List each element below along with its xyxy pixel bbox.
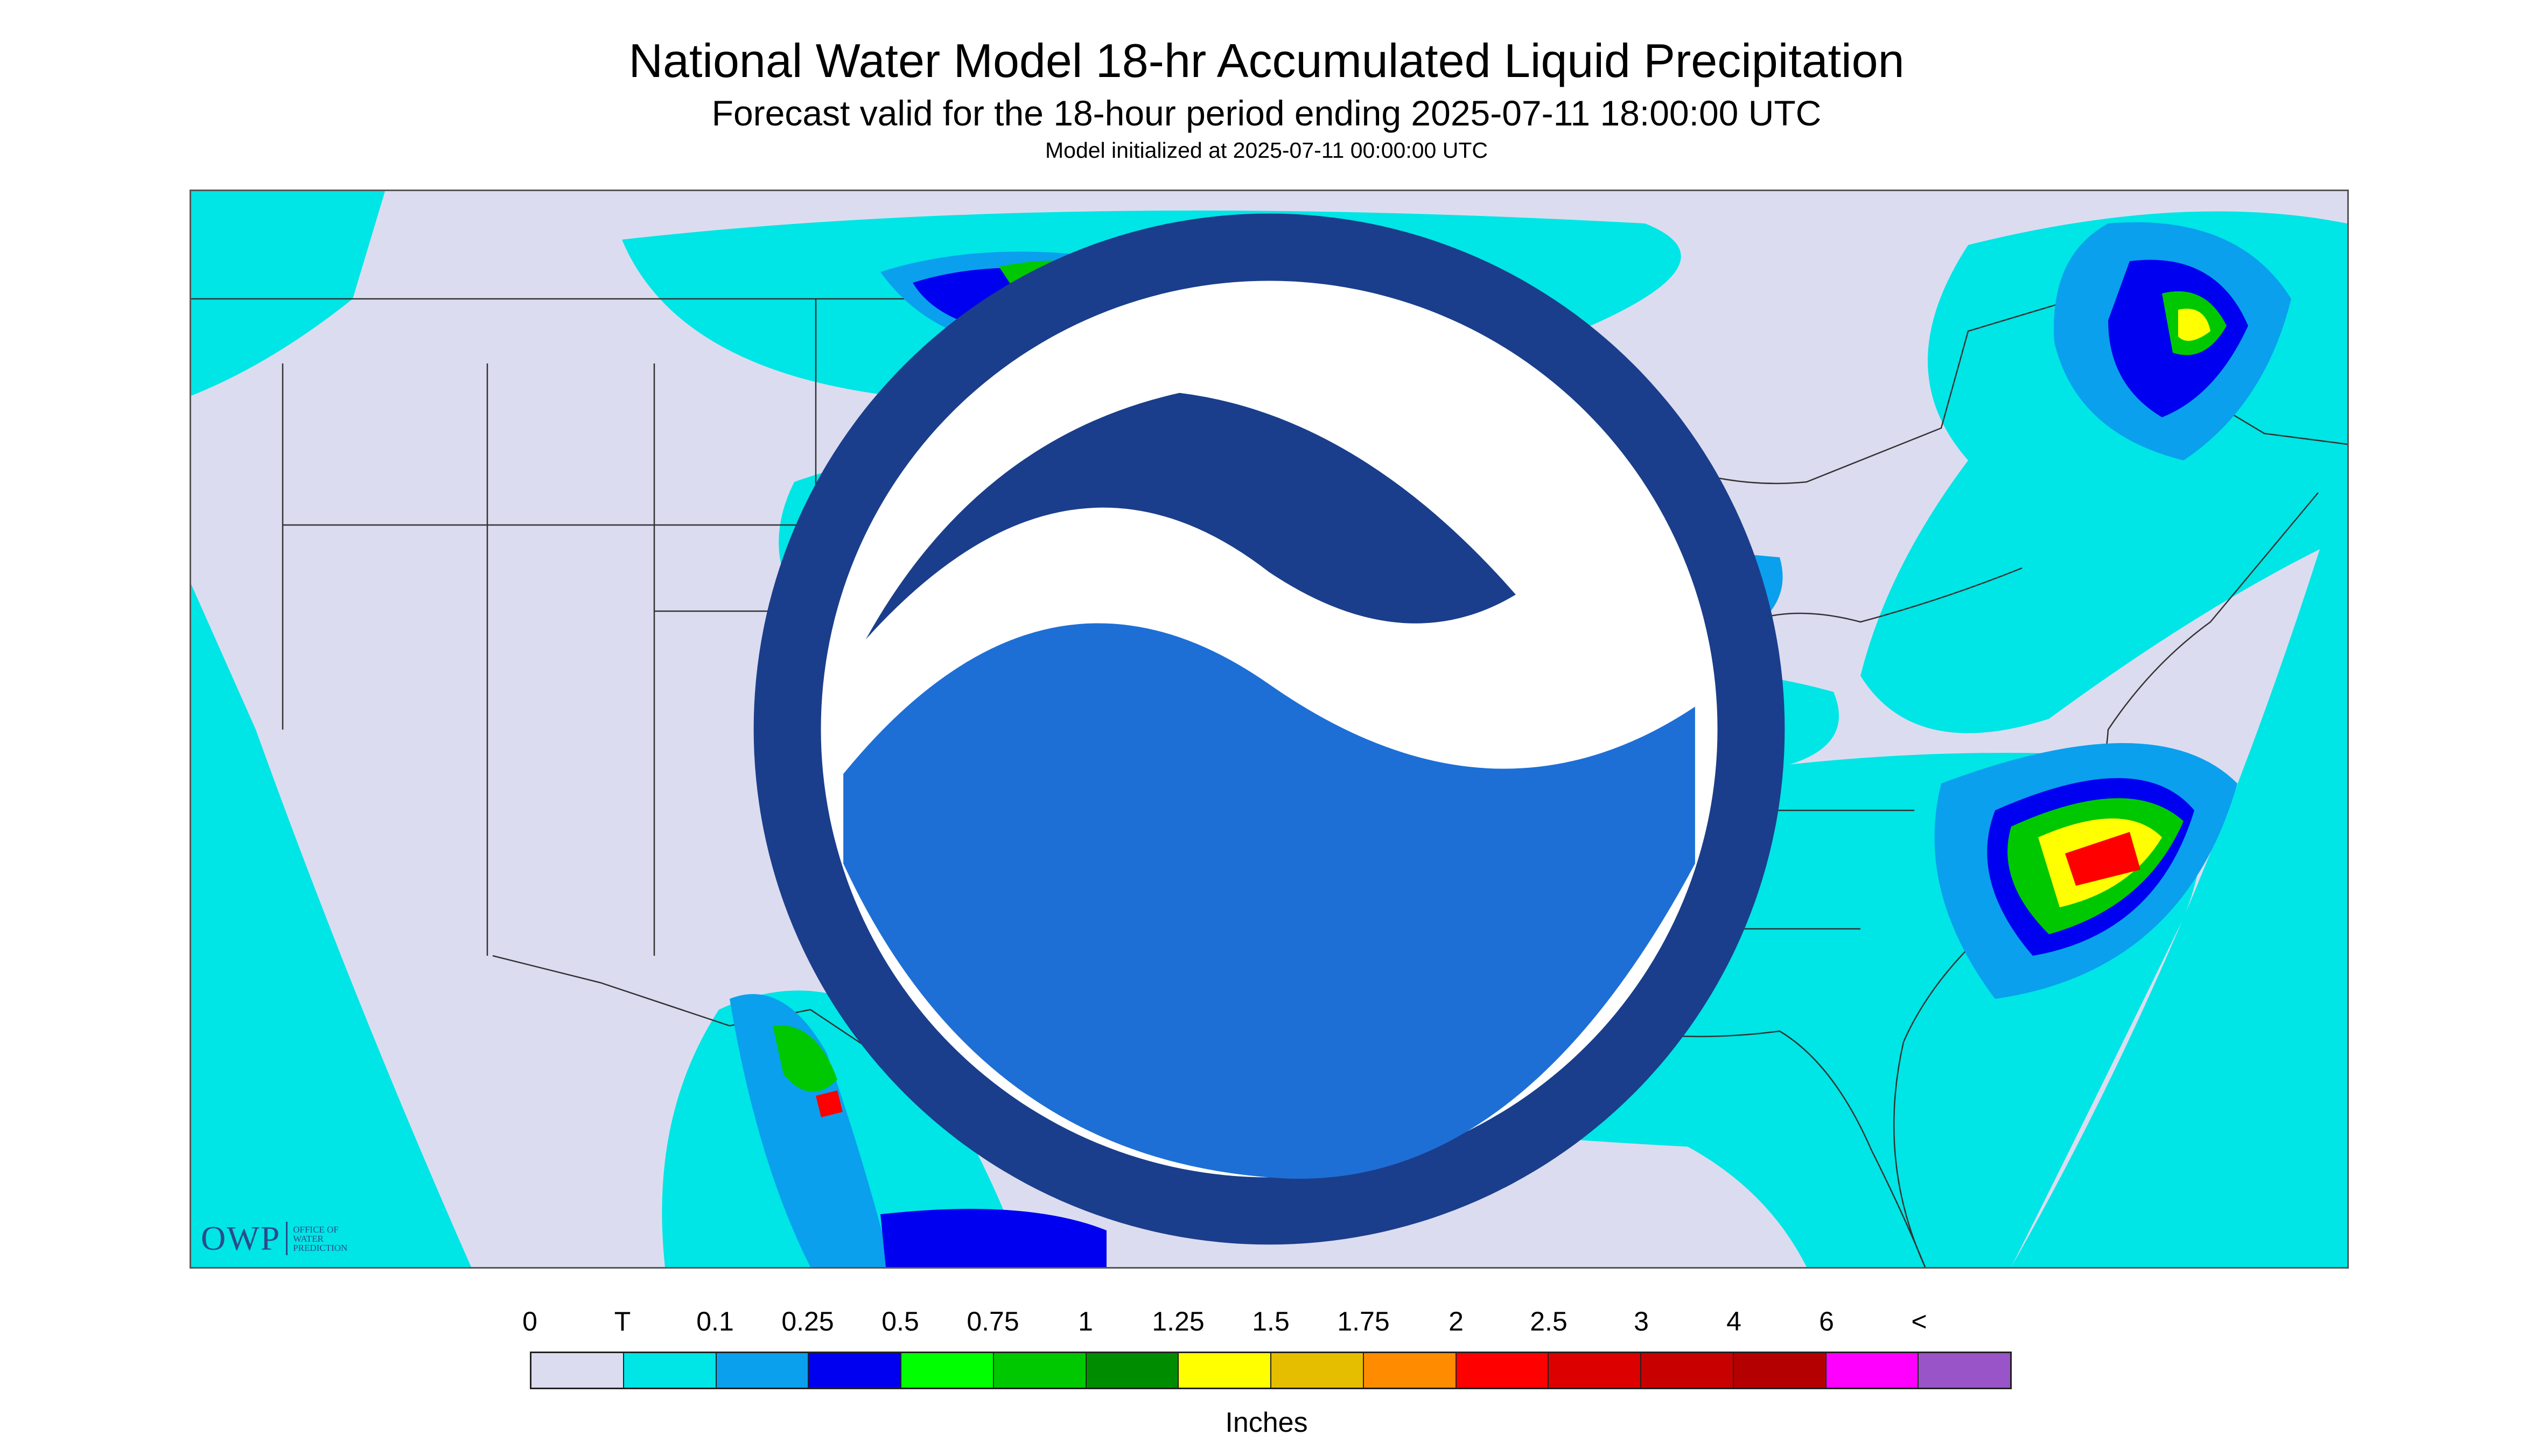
legend-tick-label: 0.5 bbox=[881, 1306, 919, 1336]
legend-tick-label: 0.75 bbox=[967, 1306, 1019, 1336]
legend-swatch bbox=[1919, 1353, 2010, 1388]
legend-tick-label: 0 bbox=[522, 1306, 537, 1336]
legend-tick-label: 6 bbox=[1819, 1306, 1834, 1336]
precipitation-map: OWP OFFICE OF WATER PREDICTION bbox=[190, 190, 2349, 1269]
legend-swatch bbox=[1641, 1353, 1734, 1388]
legend-swatch bbox=[1179, 1353, 1271, 1388]
legend-tick-label: 0.25 bbox=[781, 1306, 834, 1336]
legend-swatch bbox=[1733, 1353, 1827, 1388]
offgrid-area bbox=[191, 191, 2347, 1267]
legend-swatch bbox=[531, 1353, 624, 1388]
legend-swatch bbox=[993, 1353, 1087, 1388]
model-init-line: Model initialized at 2025-07-11 00:00:00… bbox=[1045, 138, 1488, 163]
legend-swatch bbox=[1271, 1353, 1364, 1388]
legend-swatch bbox=[809, 1353, 901, 1388]
legend-tick-label: T bbox=[614, 1306, 631, 1336]
legend-tick-label: < bbox=[1911, 1306, 1927, 1336]
owp-logo-divider bbox=[286, 1222, 288, 1255]
owp-logo: OWP OFFICE OF WATER PREDICTION bbox=[201, 1219, 348, 1257]
offgrid-left bbox=[191, 584, 471, 1267]
legend-units-label: Inches bbox=[1225, 1407, 1308, 1438]
legend-swatch bbox=[624, 1353, 717, 1388]
legend-tick-label: 0.1 bbox=[696, 1306, 734, 1336]
offgrid-right bbox=[2011, 460, 2347, 1267]
map-subtitle: Forecast valid for the 18-hour period en… bbox=[711, 93, 1822, 133]
legend-tick-label: 1.25 bbox=[1152, 1306, 1205, 1336]
legend-tick-label: 1.5 bbox=[1252, 1306, 1290, 1336]
owp-logo-mark: OWP bbox=[201, 1219, 281, 1257]
legend-tick-label: 3 bbox=[1634, 1306, 1649, 1336]
legend-swatch bbox=[1549, 1353, 1641, 1388]
legend-swatch bbox=[1826, 1353, 1919, 1388]
legend-tick-label: 1 bbox=[1078, 1306, 1093, 1336]
legend-tick-label: 4 bbox=[1726, 1306, 1741, 1336]
legend-swatch bbox=[1456, 1353, 1549, 1388]
legend-swatch bbox=[716, 1353, 809, 1388]
legend-tick-label: 2 bbox=[1449, 1306, 1464, 1336]
legend-swatch bbox=[901, 1353, 994, 1388]
noaa-logo bbox=[753, 213, 1785, 1245]
precip-legend-colorbar bbox=[530, 1352, 2012, 1389]
state-line-west bbox=[282, 363, 655, 956]
legend-tick-label: 2.5 bbox=[1530, 1306, 1568, 1336]
legend-tick-label: 1.75 bbox=[1337, 1306, 1390, 1336]
owp-logo-text: OFFICE OF WATER PREDICTION bbox=[293, 1224, 348, 1253]
map-title: National Water Model 18-hr Accumulated L… bbox=[628, 34, 1905, 87]
legend-swatch bbox=[1086, 1353, 1179, 1388]
legend-swatch bbox=[1363, 1353, 1457, 1388]
offgrid-top-left bbox=[191, 191, 385, 396]
